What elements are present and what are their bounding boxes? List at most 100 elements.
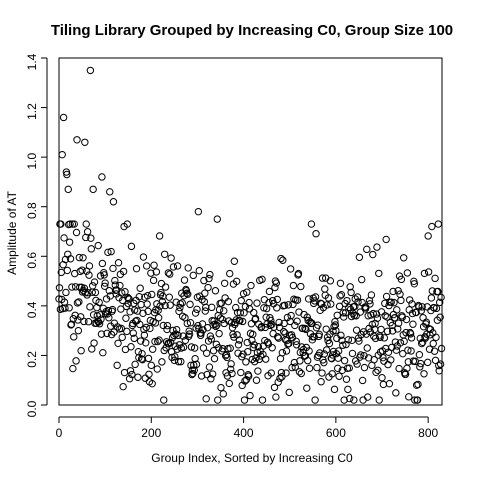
data-point (201, 307, 209, 315)
data-point (119, 267, 128, 276)
y-axis: 0.0 0.2 0.4 0.6 0.8 1.0 1.2 1.4 (25, 53, 48, 417)
data-point (262, 355, 270, 363)
data-point (437, 344, 446, 353)
data-point (318, 274, 327, 282)
data-point (88, 345, 96, 353)
data-point (201, 289, 209, 297)
data-point (208, 303, 216, 312)
data-point (314, 321, 322, 329)
data-point (152, 268, 161, 276)
data-point (244, 348, 252, 356)
data-point (148, 379, 156, 388)
data-point (134, 348, 143, 356)
data-point (270, 323, 278, 331)
data-point (83, 228, 92, 236)
data-point (420, 269, 429, 278)
data-point (336, 292, 344, 300)
data-point (280, 327, 288, 336)
data-point (284, 301, 293, 309)
data-point (161, 283, 170, 291)
data-point (294, 269, 303, 278)
data-point (237, 368, 245, 377)
data-point (174, 331, 182, 340)
data-point (336, 279, 345, 288)
data-point (287, 311, 295, 320)
data-point (99, 349, 107, 357)
data-point (111, 276, 119, 285)
data-point (304, 356, 312, 365)
data-point (85, 262, 94, 270)
data-point (344, 336, 353, 344)
data-point (353, 360, 361, 368)
x-tick-label: 800 (418, 426, 438, 440)
data-point (110, 328, 118, 336)
data-point (412, 308, 420, 317)
data-point (109, 198, 118, 206)
data-point (118, 333, 126, 342)
data-point (242, 358, 250, 366)
data-point (285, 339, 293, 348)
data-point (226, 344, 234, 352)
data-point (151, 319, 160, 327)
data-point (121, 288, 129, 296)
data-point (277, 368, 286, 377)
data-point (137, 300, 145, 309)
data-point (169, 263, 178, 271)
data-point (334, 347, 343, 355)
data-point (124, 299, 132, 308)
data-point (247, 320, 256, 328)
data-point (215, 305, 224, 314)
data-point (413, 396, 422, 404)
data-point (163, 321, 172, 330)
data-point (369, 309, 377, 318)
data-point (59, 113, 68, 122)
data-point (139, 309, 147, 317)
data-point (58, 150, 66, 159)
data-point (204, 283, 212, 292)
data-point (373, 243, 381, 251)
data-point (60, 234, 68, 242)
data-point (173, 262, 182, 270)
data-point (105, 314, 113, 322)
data-point (404, 358, 413, 366)
data-point (154, 314, 163, 322)
data-point (259, 342, 268, 350)
data-point (315, 330, 323, 339)
data-point (301, 324, 309, 333)
data-point (220, 307, 228, 315)
data-point (194, 321, 202, 330)
data-point (155, 232, 164, 240)
data-point (307, 220, 316, 228)
data-point (155, 336, 163, 344)
data-point (366, 300, 374, 308)
data-point (134, 373, 142, 381)
data-point (143, 300, 151, 308)
data-point (405, 296, 414, 304)
data-point (113, 361, 121, 370)
data-point (147, 361, 155, 370)
data-point (243, 288, 251, 296)
data-point (142, 323, 150, 332)
data-point (267, 369, 275, 377)
data-point (232, 277, 241, 286)
data-point (219, 345, 227, 353)
data-point (296, 357, 304, 365)
data-point (184, 264, 192, 272)
data-point (178, 299, 186, 307)
data-point (394, 325, 402, 333)
data-point (215, 329, 223, 338)
data-point (81, 289, 90, 297)
data-point (289, 281, 298, 290)
data-point (272, 279, 281, 287)
data-point (270, 383, 279, 392)
data-point (383, 313, 391, 321)
y-tick-label: 1.0 (25, 152, 39, 169)
data-point (274, 333, 282, 341)
points-layer (55, 66, 446, 404)
data-point (167, 254, 175, 262)
data-point (203, 370, 211, 379)
data-point (198, 295, 206, 304)
data-point (325, 339, 334, 348)
data-point (217, 383, 225, 392)
data-point (142, 262, 151, 270)
